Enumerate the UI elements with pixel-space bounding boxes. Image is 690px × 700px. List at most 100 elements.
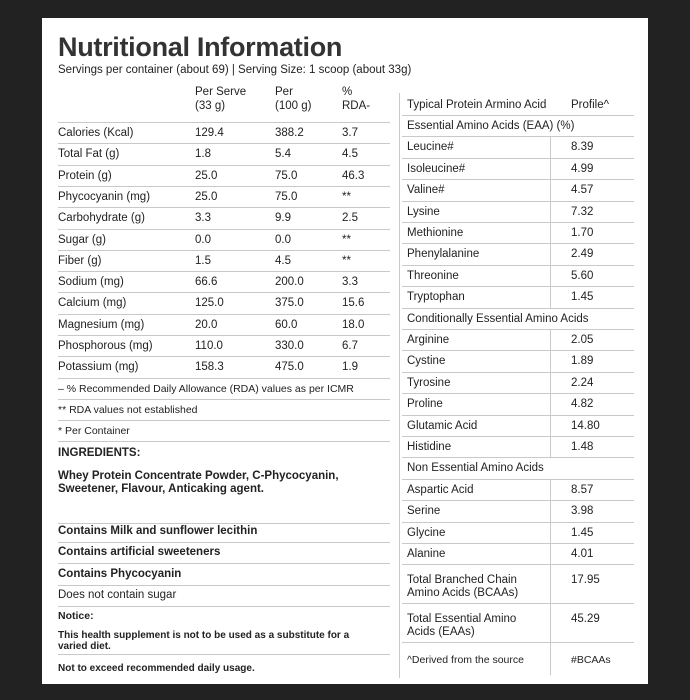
amino-acid-name: Aspartic Acid xyxy=(407,483,474,496)
header-per-100g: Per (100 g) xyxy=(275,86,312,112)
amino-acid-value: 1.45 xyxy=(571,526,594,539)
rda-value: ** xyxy=(342,233,351,246)
bcaa-total-label: Total Branched Chain Amino Acids (BCAAs) xyxy=(407,574,519,600)
allergen-statement: Contains artificial sweeteners xyxy=(58,546,221,558)
per-100g-value: 4.5 xyxy=(275,254,291,267)
per-100g-value: 375.0 xyxy=(275,297,304,310)
per-serve-value: 1.8 xyxy=(195,148,211,161)
row-divider xyxy=(58,654,390,655)
nutrition-label-card: Nutritional Information Servings per con… xyxy=(42,18,648,684)
column-divider xyxy=(550,264,551,287)
row-divider xyxy=(402,521,634,523)
row-divider xyxy=(402,500,634,502)
nutrient-name: Protein (g) xyxy=(58,169,112,182)
nutrient-name: Sugar (g) xyxy=(58,233,106,246)
notice-heading: Notice: xyxy=(58,610,94,622)
row-divider xyxy=(402,457,634,459)
rda-value: 4.5 xyxy=(342,148,358,161)
row-divider xyxy=(402,329,634,330)
amino-acid-name: Arginine xyxy=(407,334,450,346)
row-divider xyxy=(402,603,634,605)
column-divider xyxy=(550,642,551,676)
row-divider xyxy=(58,271,390,273)
row-divider xyxy=(58,292,390,294)
rda-value: ** xyxy=(342,254,351,267)
header-per-serve: Per Serve (33 g) xyxy=(195,86,247,112)
per-serve-value: 158.3 xyxy=(195,361,224,374)
nutrient-name: Calories (Kcal) xyxy=(58,127,134,139)
per-100g-value: 75.0 xyxy=(275,190,298,203)
amino-acid-value: 4.57 xyxy=(571,184,594,197)
amino-acid-name: Histidine xyxy=(407,441,452,453)
per-100g-value: 0.0 xyxy=(275,233,291,246)
amino-acid-value: 4.82 xyxy=(571,398,594,411)
row-divider xyxy=(58,523,390,524)
amino-acid-value: 1.70 xyxy=(571,227,594,239)
amino-acid-name: Serine xyxy=(407,505,441,518)
amino-header-profile: Profile^ xyxy=(571,99,609,111)
footnote: ** RDA values not established xyxy=(58,403,198,416)
amino-acid-name: Phenylalanine xyxy=(407,248,480,261)
nutrient-name: Fiber (g) xyxy=(58,254,102,267)
amino-acid-value: 1.45 xyxy=(571,291,594,304)
column-divider xyxy=(550,500,551,522)
ingredients-text: Whey Protein Concentrate Powder, C-Phyco… xyxy=(58,470,339,495)
column-divider xyxy=(550,136,551,158)
amino-acid-name: Isoleucine# xyxy=(407,162,466,175)
column-divider xyxy=(550,157,551,180)
column-divider xyxy=(550,371,551,394)
nutrient-name: Phosphorous (mg) xyxy=(58,340,153,352)
per-serve-value: 25.0 xyxy=(195,190,218,203)
notice-text: This health supplement is not to be used… xyxy=(58,630,350,652)
row-divider xyxy=(58,441,390,443)
row-divider xyxy=(402,179,634,181)
per-100g-value: 388.2 xyxy=(275,127,304,139)
row-divider xyxy=(58,356,390,358)
row-divider xyxy=(402,642,634,644)
column-divider xyxy=(550,521,551,543)
column-divider xyxy=(550,350,551,372)
amino-acid-value: 5.60 xyxy=(571,269,594,282)
rda-value: 46.3 xyxy=(342,169,365,182)
row-divider xyxy=(58,419,390,421)
row-divider xyxy=(58,585,390,586)
nutrient-name: Potassium (mg) xyxy=(58,361,139,374)
row-divider xyxy=(402,200,634,202)
amino-acid-value: 1.89 xyxy=(571,355,594,368)
row-divider xyxy=(58,143,390,145)
rda-value: 6.7 xyxy=(342,340,358,352)
row-divider xyxy=(58,563,390,564)
amino-acid-name: Tyrosine xyxy=(407,376,451,389)
per-100g-value: 475.0 xyxy=(275,361,304,374)
row-divider xyxy=(402,564,634,566)
row-divider xyxy=(58,335,390,336)
rda-value: 1.9 xyxy=(342,361,358,374)
nutrient-name: Calcium (mg) xyxy=(58,297,127,310)
per-serve-value: 110.0 xyxy=(195,340,223,352)
per-serve-value: 25.0 xyxy=(195,169,218,182)
header-rda: % RDA- xyxy=(342,86,371,112)
per-100g-value: 9.9 xyxy=(275,212,291,225)
per-serve-value: 66.6 xyxy=(195,276,218,289)
row-divider xyxy=(402,264,634,266)
nutrient-name: Total Fat (g) xyxy=(58,148,120,161)
allergen-statement: Does not contain sugar xyxy=(58,589,177,601)
per-serve-value: 0.0 xyxy=(195,233,211,246)
allergen-statement: Contains Phycocyanin xyxy=(58,568,182,580)
column-divider xyxy=(550,393,551,415)
ingredients-heading: INGREDIENTS: xyxy=(58,447,141,459)
row-divider xyxy=(58,542,390,543)
column-divider xyxy=(550,436,551,458)
footnote: * Per Container xyxy=(58,425,130,438)
amino-acid-name: Leucine# xyxy=(407,141,454,154)
nutrient-name: Sodium (mg) xyxy=(58,276,124,289)
amino-acid-value: 1.48 xyxy=(571,441,594,453)
amino-header-name: Typical Protein Armino Acid xyxy=(407,99,547,111)
per-serve-value: 129.4 xyxy=(195,127,224,139)
section-header-essential: Essential Amino Acids (EAA) (%) xyxy=(407,120,575,132)
row-divider xyxy=(402,115,634,116)
per-serve-value: 125.0 xyxy=(195,297,224,310)
rda-value: 2.5 xyxy=(342,212,358,225)
amino-acid-value: 8.39 xyxy=(571,141,594,154)
rda-value: 3.3 xyxy=(342,276,358,289)
